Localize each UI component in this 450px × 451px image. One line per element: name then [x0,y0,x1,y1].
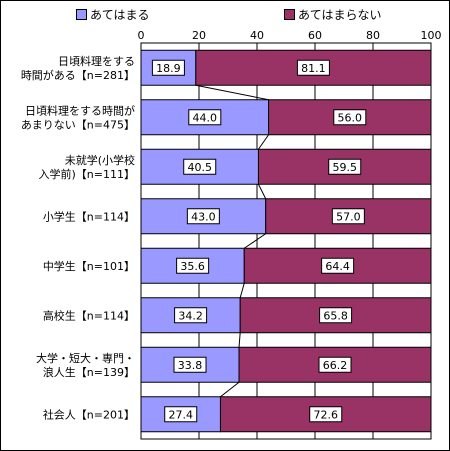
data-label-series-1-box [174,307,208,324]
data-label-series-1-box [188,109,222,126]
series-connector-line [258,134,270,150]
x-tick-label: 20 [192,29,206,42]
data-label-series-2-box [333,109,367,126]
category-label-line: 大学・短大・専門・ [36,351,135,365]
data-label-series-2-box [331,208,365,225]
category-label-line: あまりない【n=475】 [21,118,135,131]
category-label: 日頃料理をする時間があまりない【n=475】 [21,103,135,131]
category-label-line: 小学生【n=114】 [43,209,135,223]
series-connector-line [220,381,240,398]
data-label-series-2-box [296,59,330,76]
bar-series-2 [219,396,432,433]
category-label-line: 日頃料理をする時間が [25,103,135,117]
category-label: 高校生【n=114】 [43,308,135,322]
category-label-line: 日頃料理をする [58,54,135,68]
series-connector-line [258,184,267,199]
data-label-series-2: 81.1 [301,62,326,75]
category-label: 大学・短大・専門・浪人生【n=139】 [36,351,135,379]
category-label-line: 中学生【n=101】 [43,259,135,273]
plot-frame [140,42,432,440]
data-label-series-1: 40.5 [187,161,212,174]
category-label-line: 浪人生【n=139】 [43,365,135,379]
series-connector-line [195,84,269,101]
data-label-series-2: 66.2 [323,359,348,372]
x-tick-label: 60 [308,29,322,42]
data-label-series-2: 56.0 [338,111,363,124]
category-label: 中学生【n=101】 [43,259,135,273]
data-label-series-2: 65.8 [323,309,348,322]
data-label-series-1: 18.9 [156,62,181,75]
legend-item-series-2: あてはまらない [284,6,382,23]
x-tick-label: 40 [250,29,264,42]
series-connector-line [238,332,241,348]
series-connector-line [239,283,245,298]
category-label-line: 高校生【n=114】 [43,308,135,322]
data-label-series-1: 34.2 [178,309,203,322]
data-label-series-2-box [318,356,352,373]
x-tick-label: 100 [421,29,442,42]
data-label-series-1-box [176,257,210,274]
x-tick-label: 80 [366,29,380,42]
data-label-series-1-box [173,356,207,373]
legend-swatch-series-1 [76,9,87,20]
legend-label-series-2: あてはまらない [298,8,382,22]
x-tick-label: 0 [138,29,145,42]
legend-item-series-1: あてはまる [76,6,150,23]
series-connector-line [243,233,266,249]
category-label-line: 入学前)【n=111】 [39,167,135,181]
data-label-series-2: 57.0 [336,210,361,223]
legend-label-series-1: あてはまる [90,8,150,22]
data-label-series-2-box [328,158,362,175]
data-label-series-2: 72.6 [313,408,338,421]
data-label-series-2: 59.5 [332,161,357,174]
data-label-series-1-box [151,59,185,76]
data-label-series-2-box [309,406,343,423]
data-label-series-1-box [186,208,220,225]
data-label-series-1: 27.4 [168,408,193,421]
data-label-series-2-box [319,307,353,324]
data-label-series-1-box [164,406,198,423]
category-label: 未就学(小学校入学前)【n=111】 [39,153,135,181]
category-label: 日頃料理をする時間がある【n=281】 [21,54,135,82]
data-label-series-2: 64.4 [325,260,350,273]
category-label: 社会人【n=201】 [43,407,135,421]
data-label-series-1: 35.6 [180,260,205,273]
legend-swatch-series-2 [284,9,295,20]
data-label-series-1: 44.0 [193,111,218,124]
category-label: 小学生【n=114】 [43,209,135,223]
category-label-line: 未就学(小学校 [65,153,135,167]
data-label-series-1: 33.8 [178,359,203,372]
data-label-series-2-box [321,257,355,274]
data-label-series-1: 43.0 [191,210,216,223]
category-label-line: 時間がある【n=281】 [21,68,135,82]
category-label-line: 社会人【n=201】 [43,407,135,421]
data-label-series-1-box [183,158,217,175]
